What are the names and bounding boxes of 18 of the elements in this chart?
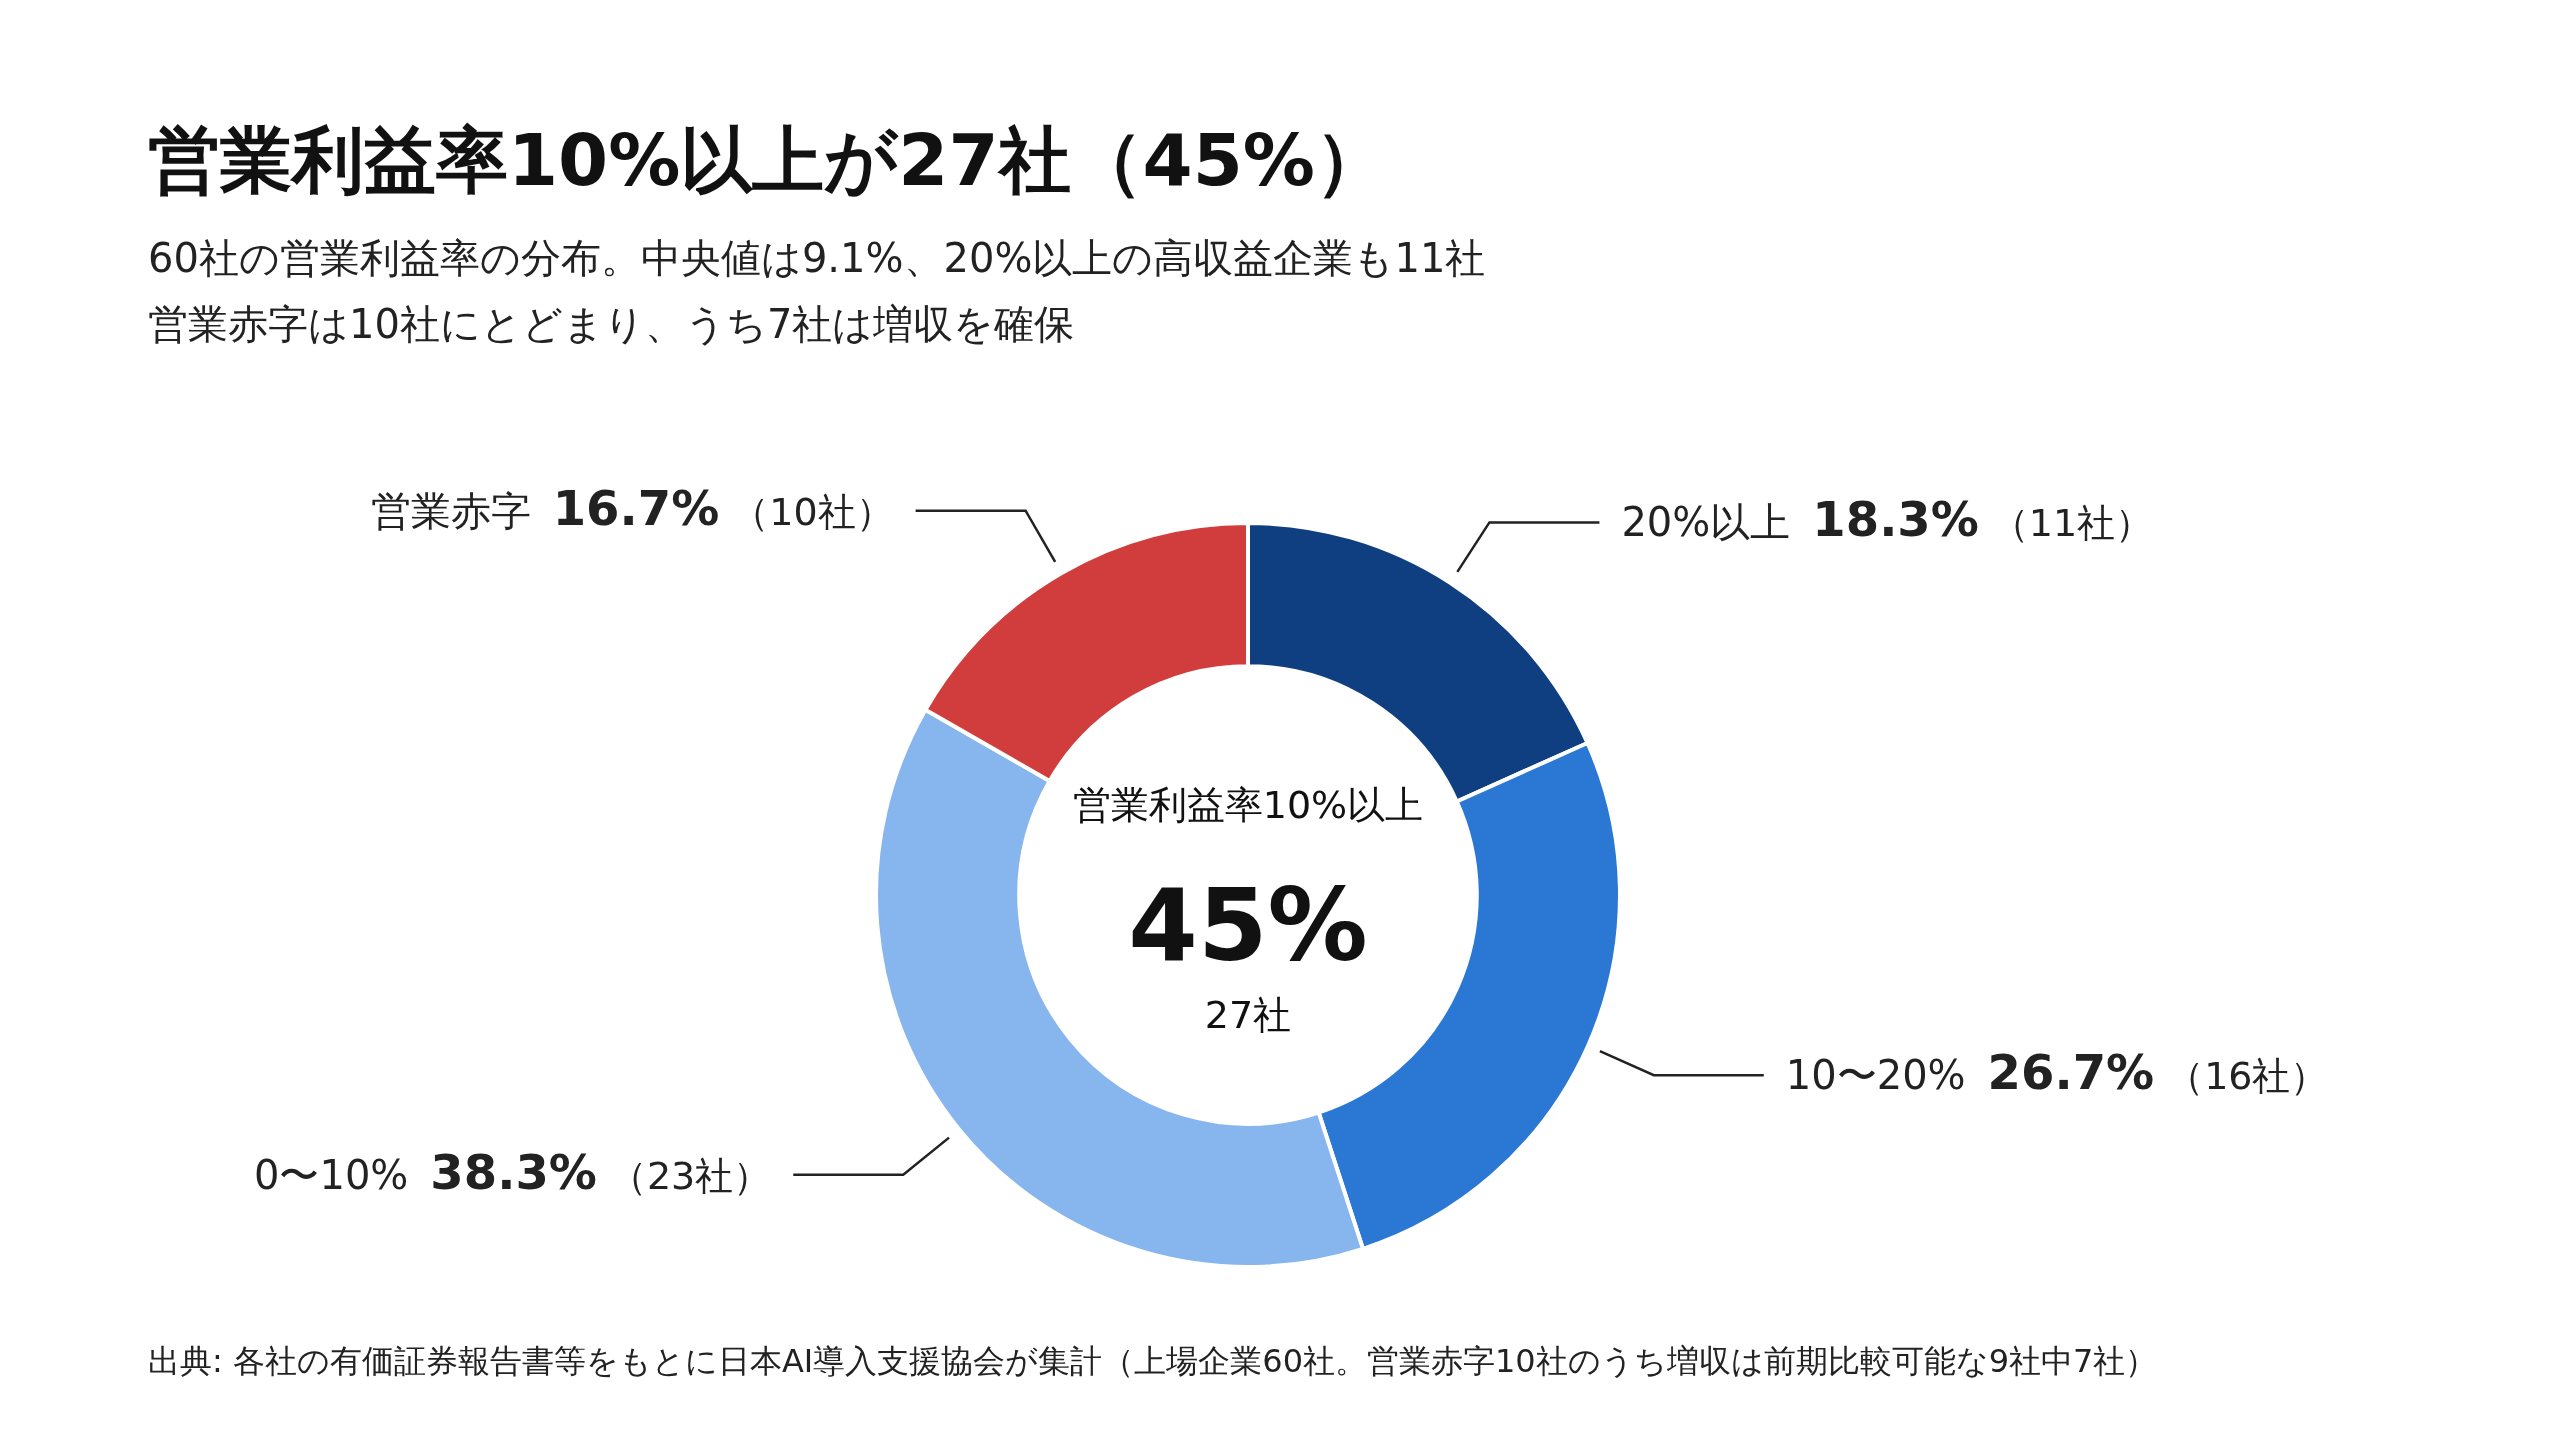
slice-label: 10〜20%	[1785, 1052, 1966, 1099]
text: （10社）	[731, 489, 894, 534]
text: （16社）	[2166, 1054, 2329, 1099]
slice-label: 営業赤字	[370, 487, 531, 534]
text: 営業利益率10%以上	[1072, 783, 1424, 828]
source-note: 出典: 各社の有価証券報告書等をもとに日本AI導入支援協会が集計（上場企業60社。営業赤字10社のうち増収は前期比較可能な9社中7社）	[148, 1342, 2158, 1380]
text: 45%	[1128, 867, 1368, 984]
chart-title: 営業利益率10%以上が27社（45%）	[148, 118, 1387, 202]
text: （11社）	[1990, 501, 2154, 546]
slice-label: 20%以上	[1621, 499, 1791, 546]
text: 27社	[1204, 993, 1292, 1038]
slice-label: 0〜10%	[253, 1151, 409, 1198]
data-label: 16.7%	[552, 479, 720, 536]
data-label: 26.7%	[1987, 1044, 2155, 1101]
text: （23社）	[608, 1153, 772, 1198]
data-label: 38.3%	[430, 1143, 597, 1200]
data-label: 18.3%	[1812, 491, 1979, 548]
chart-subtitle: 60社の営業利益率の分布。中央値は9.1%、20%以上の高収益企業も11社営業赤字は10社にとどまり、うち7社は増収を確保	[148, 235, 1486, 347]
